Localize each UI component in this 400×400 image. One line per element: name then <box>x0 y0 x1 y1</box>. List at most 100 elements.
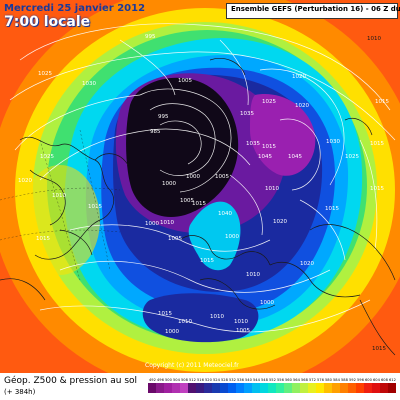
legend-tick-label: 548 <box>261 378 269 382</box>
pressure-label: 1015 <box>200 258 214 264</box>
legend-tick-label: 520 <box>205 378 213 382</box>
pressure-label: 1000 <box>260 300 274 306</box>
legend-swatch <box>316 383 324 393</box>
legend-swatch <box>284 383 292 393</box>
legend-swatch <box>164 383 172 393</box>
pressure-label: 1025 <box>345 154 359 160</box>
legend-tick-label: 612 <box>389 378 396 382</box>
legend-tick-label: 560 <box>285 378 293 382</box>
legend-swatch <box>220 383 228 393</box>
pressure-label: 1005 <box>178 78 192 84</box>
legend-swatch <box>148 383 156 393</box>
graticule <box>0 129 121 281</box>
legend-tick-label: 492 <box>149 378 156 382</box>
legend-swatch <box>324 383 332 393</box>
pressure-label: 1000 <box>186 174 200 180</box>
ridge-west <box>20 165 100 275</box>
pressure-label: 1000 <box>225 234 239 240</box>
legend-swatch <box>372 383 380 393</box>
pressure-label: 1010 <box>52 193 66 199</box>
legend-tick-label: 496 <box>157 378 165 382</box>
pressure-label: 1020 <box>273 219 287 225</box>
legend-tick-label: 592 <box>349 378 356 382</box>
pressure-label: 1015 <box>375 99 389 105</box>
legend-tick-label: 524 <box>213 378 221 382</box>
legend-swatch <box>348 383 356 393</box>
pressure-label: 1015 <box>158 311 172 317</box>
legend-swatch <box>188 383 196 393</box>
legend-swatch <box>340 383 348 393</box>
legend-swatch <box>180 383 188 393</box>
legend-swatch <box>388 383 396 393</box>
pressure-label: 985 <box>150 129 161 135</box>
legend-tick-label: 588 <box>341 378 349 382</box>
pressure-label: 995 <box>145 34 156 40</box>
legend-tick-label: 568 <box>301 378 309 382</box>
legend-tick-label: 504 <box>173 378 181 382</box>
pressure-label: 1015 <box>370 186 384 192</box>
pressure-label: 1010 <box>367 36 381 42</box>
pressure-label: 1015 <box>370 141 384 147</box>
blue-trough-south <box>142 293 259 343</box>
legend-tick-label: 528 <box>221 378 229 382</box>
pressure-label: 1020 <box>292 74 306 80</box>
legend-swatch <box>356 383 364 393</box>
run-info: Ensemble GEFS (Perturbation 16) - 06 Z d… <box>231 5 400 13</box>
legend-tick-label: 596 <box>357 378 365 382</box>
legend-swatch <box>252 383 260 393</box>
pressure-label: 1025 <box>40 154 54 160</box>
run-info-box: Ensemble GEFS (Perturbation 16) - 06 Z d… <box>226 3 400 19</box>
legend-swatch <box>380 383 388 393</box>
pressure-label: 1045 <box>258 154 272 160</box>
legend-swatch <box>172 383 180 393</box>
forecast-date: Mercredi 25 janvier 2012 <box>4 3 146 14</box>
pressure-label: 1015 <box>372 346 386 352</box>
forecast-time: 7:00 locale <box>4 14 91 30</box>
legend-tick-label: 516 <box>197 378 205 382</box>
cyan-tongue-europe <box>188 201 241 271</box>
legend-swatch <box>228 383 236 393</box>
legend-swatch <box>300 383 308 393</box>
legend-tick-label: 536 <box>237 378 245 382</box>
pressure-label: 1015 <box>262 144 276 150</box>
legend-swatches <box>148 383 396 393</box>
legend-swatch <box>268 383 276 393</box>
copyright-text: Copyright (c) 2011 Meteociel.fr <box>145 362 239 369</box>
legend-tick-label: 544 <box>253 378 261 382</box>
legend-ticks: 492 496 500 504 508 512 516 520 524 528 532 536 540 5… <box>149 378 396 382</box>
legend-tick-label: 508 <box>181 378 189 382</box>
legend-swatch <box>204 383 212 393</box>
pressure-label: 1000 <box>162 181 176 187</box>
legend-swatch <box>212 383 220 393</box>
pressure-label: 1015 <box>325 206 339 212</box>
legend-tick-label: 584 <box>333 378 341 382</box>
field-label: Géop. Z500 & pression au sol <box>4 376 138 386</box>
pressure-label: 1040 <box>218 211 232 217</box>
low-core <box>126 77 239 218</box>
pressure-label: 1015 <box>192 201 206 207</box>
pressure-label: 995 <box>158 114 169 120</box>
legend-swatch <box>308 383 316 393</box>
pressure-label: 1015 <box>88 204 102 210</box>
pressure-label: 1010 <box>246 272 260 278</box>
pressure-label: 1030 <box>326 139 340 145</box>
pressure-label: 1010 <box>210 314 224 320</box>
legend-tick-label: 552 <box>269 378 276 382</box>
pressure-label: 1020 <box>295 103 309 109</box>
legend-tick-label: 500 <box>165 378 173 382</box>
pressure-label: 1020 <box>18 178 32 184</box>
pressure-label: 1010 <box>265 186 279 192</box>
pressure-label: 1030 <box>82 81 96 87</box>
legend-swatch <box>156 383 164 393</box>
pressure-label: 1025 <box>262 99 276 105</box>
pressure-label: 1005 <box>180 198 194 204</box>
legend-tick-label: 572 <box>309 378 316 382</box>
legend-swatch <box>260 383 268 393</box>
legend-swatch <box>332 383 340 393</box>
pressure-label: 1010 <box>178 319 192 325</box>
pressure-label: 1045 <box>288 154 302 160</box>
legend-tick-label: 580 <box>325 378 333 382</box>
pressure-label: 1010 <box>234 319 248 325</box>
legend-swatch <box>364 383 372 393</box>
